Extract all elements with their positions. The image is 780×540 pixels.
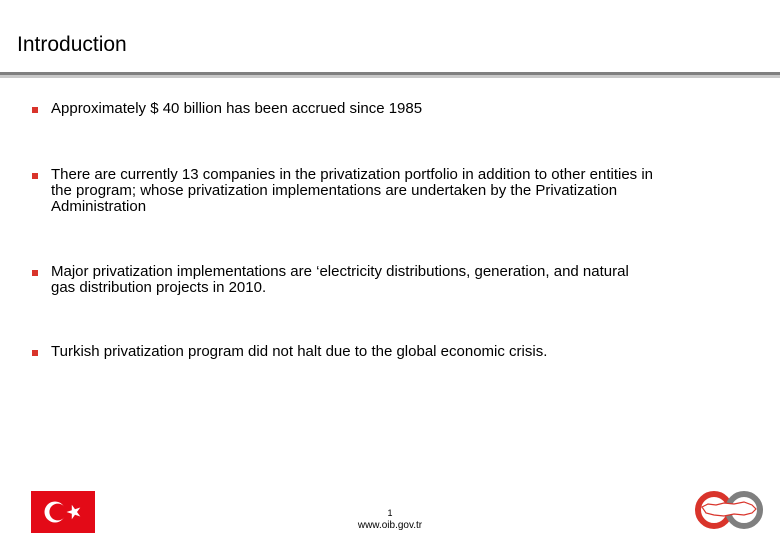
- slide-title: Introduction: [17, 33, 127, 56]
- title-divider: [0, 72, 780, 75]
- bullet-marker-icon: [32, 350, 38, 356]
- bullet-item: There are currently 13 companies in the …: [32, 167, 742, 215]
- oib-logo-icon: [694, 490, 764, 530]
- bullet-item: Major privatization implementations are …: [32, 264, 742, 296]
- bullet-marker-icon: [32, 173, 38, 179]
- turkish-flag-icon: [31, 491, 95, 533]
- bullet-text: Approximately $ 40 billion has been accr…: [51, 100, 423, 117]
- bullet-item: Turkish privatization program did not ha…: [32, 344, 742, 360]
- bullet-item: Approximately $ 40 billion has been accr…: [32, 101, 742, 117]
- bullet-marker-icon: [32, 107, 38, 113]
- bullet-text: Turkish privatization program did not ha…: [51, 343, 548, 360]
- page-number: 1: [387, 508, 393, 518]
- footer-url: www.oib.gov.tr: [357, 520, 423, 531]
- bullet-text: Major privatization implementations are …: [51, 263, 629, 296]
- bullet-text: There are currently 13 companies in the …: [51, 166, 653, 215]
- title-divider-shadow: [0, 75, 780, 78]
- bullet-marker-icon: [32, 270, 38, 276]
